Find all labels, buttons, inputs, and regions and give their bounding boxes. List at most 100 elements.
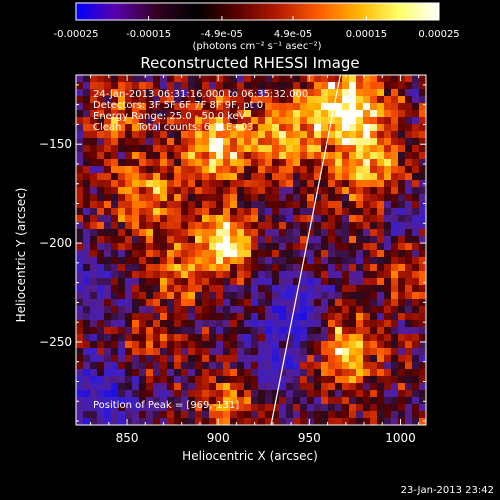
heatmap-cell — [265, 313, 273, 321]
heatmap-cell — [405, 208, 413, 216]
heatmap-cell — [349, 180, 357, 188]
heatmap-cell — [391, 103, 399, 111]
heatmap-cell — [90, 362, 98, 370]
heatmap-cell — [321, 229, 329, 237]
heatmap-cell — [363, 397, 371, 405]
heatmap-cell — [223, 299, 231, 307]
heatmap-cell — [370, 383, 378, 391]
heatmap-cell — [230, 362, 238, 370]
heatmap-cell — [328, 257, 336, 265]
heatmap-cell — [90, 96, 98, 104]
heatmap-cell — [167, 313, 175, 321]
heatmap-cell — [202, 201, 210, 209]
heatmap-cell — [272, 194, 280, 202]
heatmap-cell — [412, 404, 420, 412]
heatmap-cell — [104, 292, 112, 300]
heatmap-cell — [209, 334, 217, 342]
heatmap-cell — [209, 411, 217, 419]
heatmap-cell — [398, 264, 406, 272]
heatmap-cell — [188, 201, 196, 209]
heatmap-cell — [97, 313, 105, 321]
colorbar-tick-label: 0.00015 — [346, 29, 387, 40]
heatmap-cell — [279, 229, 287, 237]
heatmap-cell — [328, 306, 336, 314]
heatmap-cell — [237, 257, 245, 265]
heatmap-cell — [174, 96, 182, 104]
heatmap-cell — [132, 187, 140, 195]
heatmap-cell — [391, 145, 399, 153]
heatmap-cell — [335, 320, 343, 328]
heatmap-cell — [419, 348, 426, 356]
heatmap-cell — [223, 180, 231, 188]
heatmap-cell — [132, 173, 140, 181]
heatmap-cell — [244, 390, 252, 398]
heatmap-cell — [258, 152, 266, 160]
heatmap-cell — [384, 103, 392, 111]
heatmap-cell — [223, 173, 231, 181]
heatmap-cell — [300, 82, 308, 90]
heatmap-cell — [370, 362, 378, 370]
heatmap-cell — [307, 404, 315, 412]
heatmap-cell — [286, 278, 294, 286]
heatmap-cell — [90, 278, 98, 286]
heatmap-cell — [412, 208, 420, 216]
heatmap-cell — [419, 96, 426, 104]
heatmap-cell — [349, 278, 357, 286]
heatmap-cell — [104, 243, 112, 251]
heatmap-cell — [90, 236, 98, 244]
heatmap-cell — [90, 320, 98, 328]
heatmap-cell — [181, 131, 189, 139]
heatmap-cell — [349, 159, 357, 167]
heatmap-cell — [244, 194, 252, 202]
heatmap-cell — [139, 152, 147, 160]
heatmap-cell — [251, 383, 259, 391]
heatmap-cell — [307, 327, 315, 335]
heatmap-cell — [223, 369, 231, 377]
heatmap-cell — [328, 397, 336, 405]
heatmap-cell — [335, 194, 343, 202]
heatmap-cell — [251, 257, 259, 265]
heatmap-cell — [251, 341, 259, 349]
heatmap-cell — [398, 124, 406, 132]
heatmap-cell — [349, 264, 357, 272]
heatmap-cell — [265, 166, 273, 174]
heatmap-cell — [90, 222, 98, 230]
heatmap-cell — [272, 173, 280, 181]
heatmap-cell — [139, 348, 147, 356]
heatmap-cell — [398, 75, 406, 83]
heatmap-cell — [251, 166, 259, 174]
y-axis-ticks: −250−200−150 — [39, 84, 426, 422]
heatmap-cell — [335, 236, 343, 244]
heatmap-cell — [216, 348, 224, 356]
heatmap-cell — [111, 397, 119, 405]
heatmap-cell — [111, 285, 119, 293]
heatmap-cell — [209, 271, 217, 279]
heatmap-cell — [405, 145, 413, 153]
heatmap-cell — [181, 341, 189, 349]
heatmap-cell — [160, 383, 168, 391]
heatmap-cell — [349, 362, 357, 370]
heatmap-cell — [118, 152, 126, 160]
heatmap-cell — [230, 243, 238, 251]
heatmap-cell — [181, 110, 189, 118]
heatmap-cell — [384, 180, 392, 188]
heatmap-cell — [76, 320, 84, 328]
heatmap-cell — [419, 341, 426, 349]
heatmap-cell — [251, 285, 259, 293]
heatmap-cell — [83, 96, 91, 104]
heatmap-cell — [139, 103, 147, 111]
heatmap-cell — [202, 180, 210, 188]
heatmap-cell — [342, 96, 350, 104]
heatmap-cell — [118, 124, 126, 132]
heatmap-cell — [258, 376, 266, 384]
heatmap-cell — [132, 313, 140, 321]
heatmap-cell — [97, 208, 105, 216]
heatmap-cell — [146, 362, 154, 370]
heatmap-cell — [132, 117, 140, 125]
heatmap-cell — [160, 215, 168, 223]
heatmap-cell — [202, 194, 210, 202]
heatmap-cell — [307, 159, 315, 167]
heatmap-cell — [405, 152, 413, 160]
heatmap-cell — [195, 264, 203, 272]
heatmap-cell — [314, 418, 322, 425]
